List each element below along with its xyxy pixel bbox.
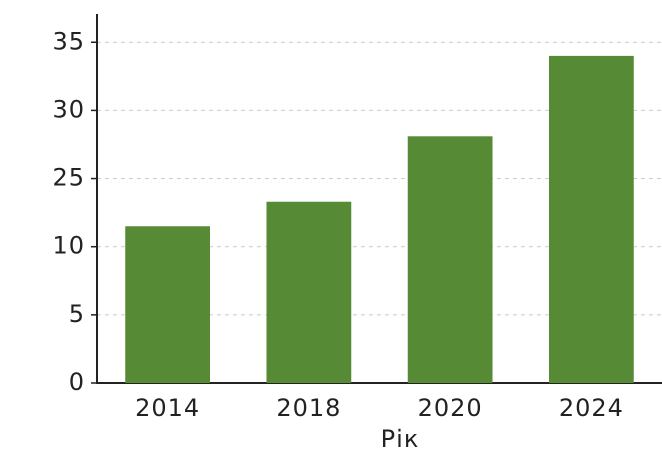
x-axis-label: Рік bbox=[381, 425, 420, 450]
bar bbox=[125, 226, 210, 383]
y-tick-label: 10 bbox=[52, 232, 85, 260]
x-tick-label: 2024 bbox=[559, 394, 624, 422]
y-tick-label: 5 bbox=[69, 300, 85, 328]
y-tick-label: 0 bbox=[69, 368, 85, 396]
x-tick-label: 2018 bbox=[276, 394, 341, 422]
x-tick-label: 2020 bbox=[418, 394, 483, 422]
bar bbox=[549, 55, 634, 384]
x-tick-label: 2014 bbox=[135, 394, 200, 422]
bar bbox=[266, 201, 352, 383]
y-tick-label: 25 bbox=[52, 164, 85, 192]
y-tick-label: 30 bbox=[52, 95, 85, 123]
y-tick-label: 35 bbox=[52, 27, 85, 55]
bar bbox=[407, 136, 493, 383]
